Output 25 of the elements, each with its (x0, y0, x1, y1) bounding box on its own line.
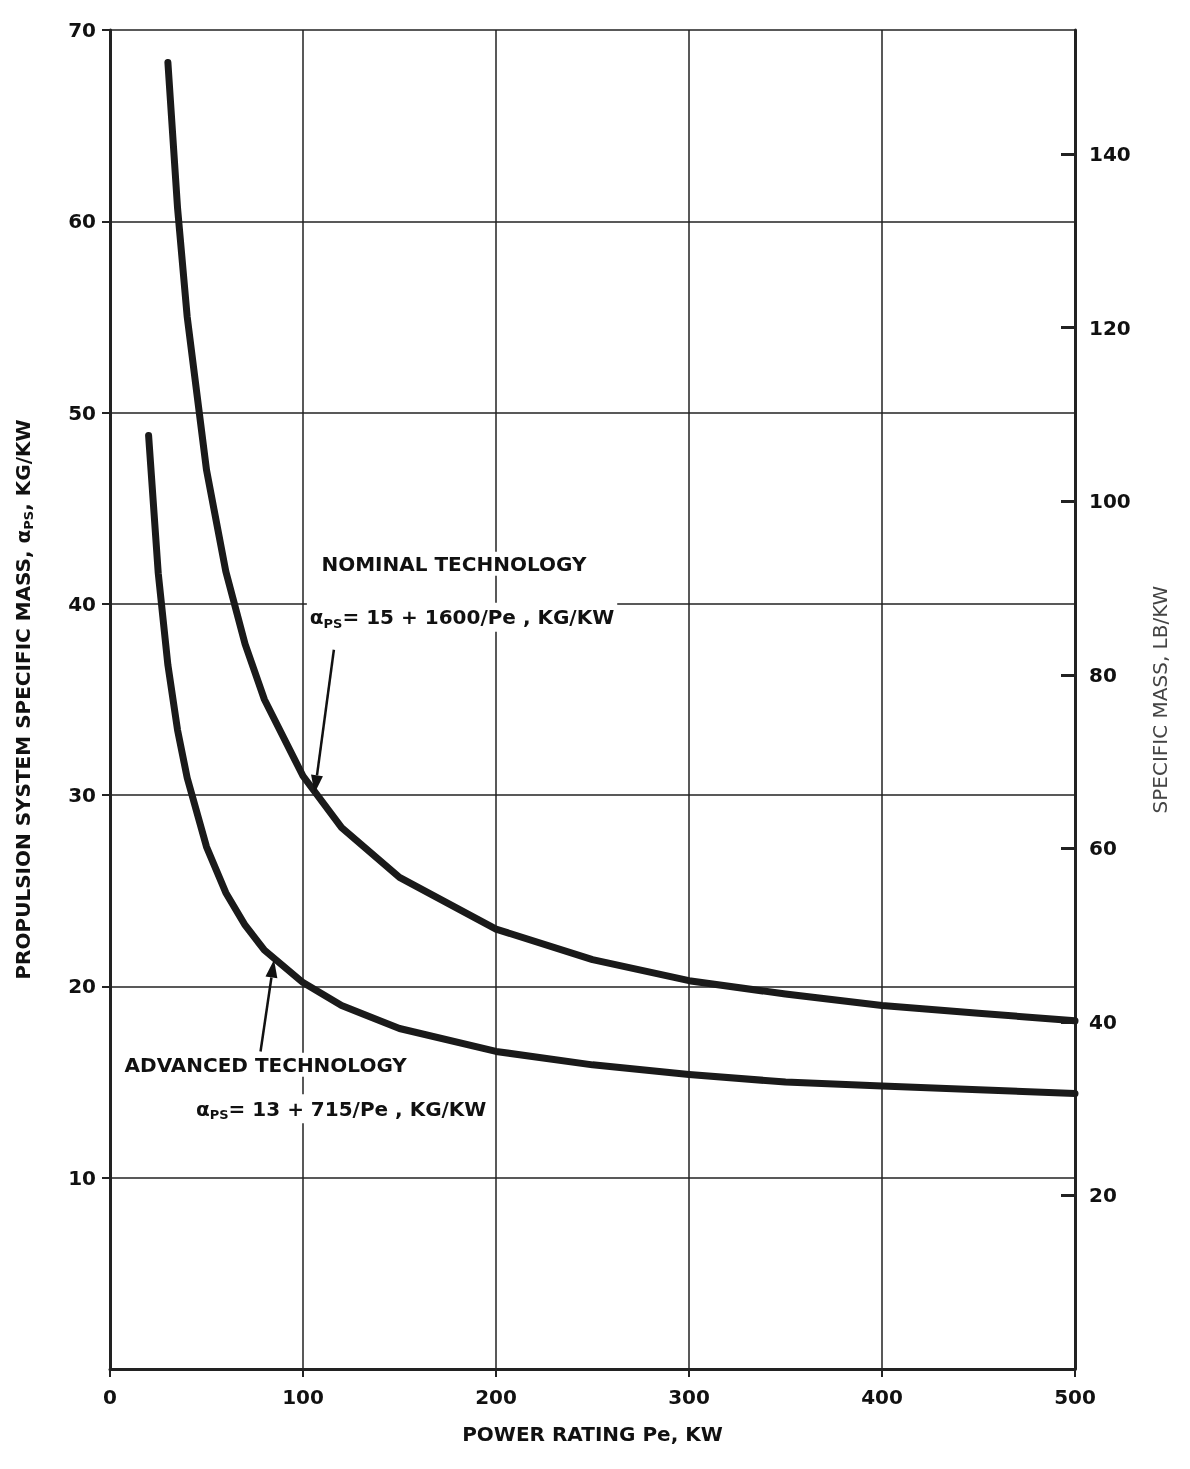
y2-tick-label: 140 (1089, 142, 1131, 167)
y-tick-label: 40 (68, 591, 96, 616)
x-tick-label: 100 (282, 1385, 324, 1409)
y2-tick-label: 20 (1089, 1183, 1117, 1208)
y2-tick-label: 100 (1089, 489, 1131, 514)
y-tick-label: 50 (68, 400, 96, 425)
x-tick-label: 500 (1054, 1385, 1096, 1409)
y2-tick-label: 120 (1089, 315, 1131, 340)
y2-axis-title: SPECIFIC MASS, LB/KW (1148, 585, 1172, 814)
y-tick-label: 30 (68, 783, 96, 808)
x-tick-label: 200 (475, 1385, 517, 1409)
y2-tick-label: 60 (1089, 836, 1117, 861)
annotation: ADVANCED TECHNOLOGY (124, 1052, 408, 1077)
x-tick-label: 0 (103, 1385, 117, 1409)
y2-tick-label: 40 (1089, 1009, 1117, 1034)
x-axis-title: POWER RATING Pe, KW (462, 1422, 723, 1446)
y-axis-title: PROPULSION SYSTEM SPECIFIC MASS, αPS, KG/KW (10, 419, 36, 980)
y-tick-label: 10 (68, 1165, 96, 1190)
annotation: NOMINAL TECHNOLOGY (321, 551, 587, 576)
y-tick-label: 60 (68, 209, 96, 234)
y-tick-label: 20 (68, 974, 96, 999)
y2-tick-label: 80 (1089, 662, 1117, 687)
x-tick-label: 300 (668, 1385, 710, 1409)
y-tick-label: 70 (68, 18, 96, 42)
x-tick-label: 400 (861, 1385, 903, 1409)
